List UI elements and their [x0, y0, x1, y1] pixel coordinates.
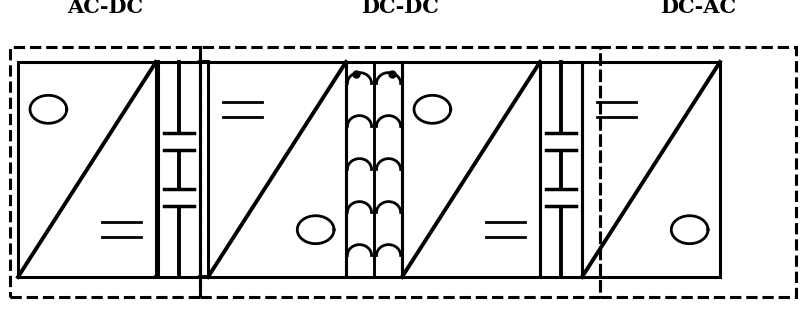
Text: AC-DC: AC-DC: [67, 0, 143, 17]
Text: DC-AC: DC-AC: [660, 0, 736, 17]
Text: DC-DC: DC-DC: [361, 0, 439, 17]
